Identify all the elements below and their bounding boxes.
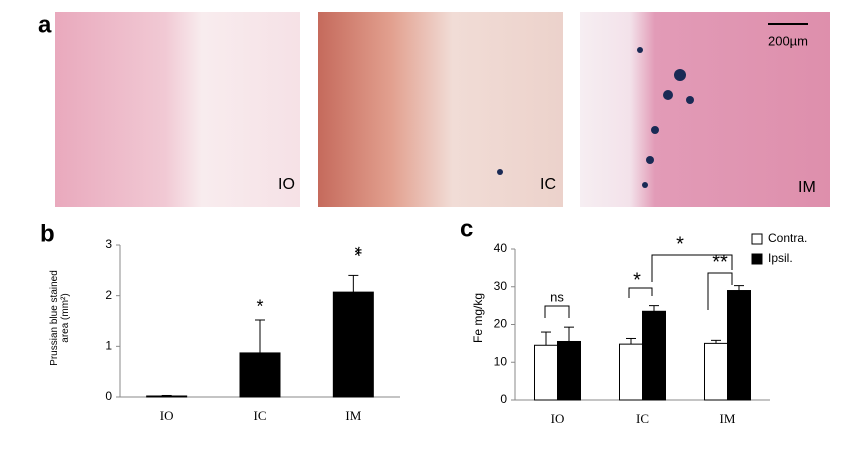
significance-bracket <box>544 305 570 318</box>
iron-deposits <box>497 47 694 188</box>
y-tick-label: 10 <box>494 354 508 368</box>
x-tick-label: IM <box>720 411 736 426</box>
y-tick-label: 2 <box>105 288 112 302</box>
panel-label: a <box>38 11 52 38</box>
image-label: IO <box>278 176 295 193</box>
x-tick-label: IC <box>254 408 267 423</box>
x-tick-label: IO <box>551 411 565 426</box>
y-tick-label: 0 <box>105 389 112 403</box>
significance-label: ns <box>550 289 564 304</box>
y-tick-label: 0 <box>500 392 507 406</box>
panel-label: b <box>40 220 55 247</box>
x-tick-label: IM <box>345 408 361 423</box>
y-axis-label: Fe mg/kg <box>471 293 485 344</box>
y-axis-label: Prussian blue stained area (mm²) <box>49 270 71 366</box>
bar <box>332 291 374 398</box>
bar <box>642 310 666 401</box>
y-tick-label: 30 <box>494 279 508 293</box>
legend-label: Contra. <box>768 231 807 245</box>
y-tick-label: 1 <box>105 339 112 353</box>
micrograph <box>55 12 300 207</box>
x-tick-label: IC <box>636 411 649 426</box>
image-label: IC <box>540 176 556 193</box>
significance-label: * <box>256 297 263 317</box>
significance-label: * <box>633 269 641 291</box>
y-tick-label: 3 <box>105 237 112 251</box>
bar <box>534 344 558 401</box>
bar <box>146 395 188 398</box>
micrograph <box>580 12 830 207</box>
bar <box>704 342 728 401</box>
x-tick-label: IO <box>160 408 174 423</box>
significance-bracket <box>707 272 733 310</box>
significance-bracket <box>651 254 733 282</box>
legend-label: Ipsil. <box>768 251 793 265</box>
bar <box>557 340 581 401</box>
significance-label: ** <box>712 251 728 273</box>
bar <box>239 352 281 398</box>
significance-bracket <box>628 287 653 298</box>
significance-label: ** <box>345 246 365 256</box>
bar <box>727 290 751 401</box>
scale-bar-label: 200µm <box>768 33 808 48</box>
panel-label: c <box>460 215 473 242</box>
significance-label: * <box>676 233 684 255</box>
y-tick-label: 20 <box>494 317 508 331</box>
legend-swatch <box>751 233 763 245</box>
y-tick-label: 40 <box>494 241 508 255</box>
bar <box>619 343 643 401</box>
image-label: IM <box>798 179 816 196</box>
legend-swatch <box>751 253 763 265</box>
micrograph <box>318 12 563 207</box>
